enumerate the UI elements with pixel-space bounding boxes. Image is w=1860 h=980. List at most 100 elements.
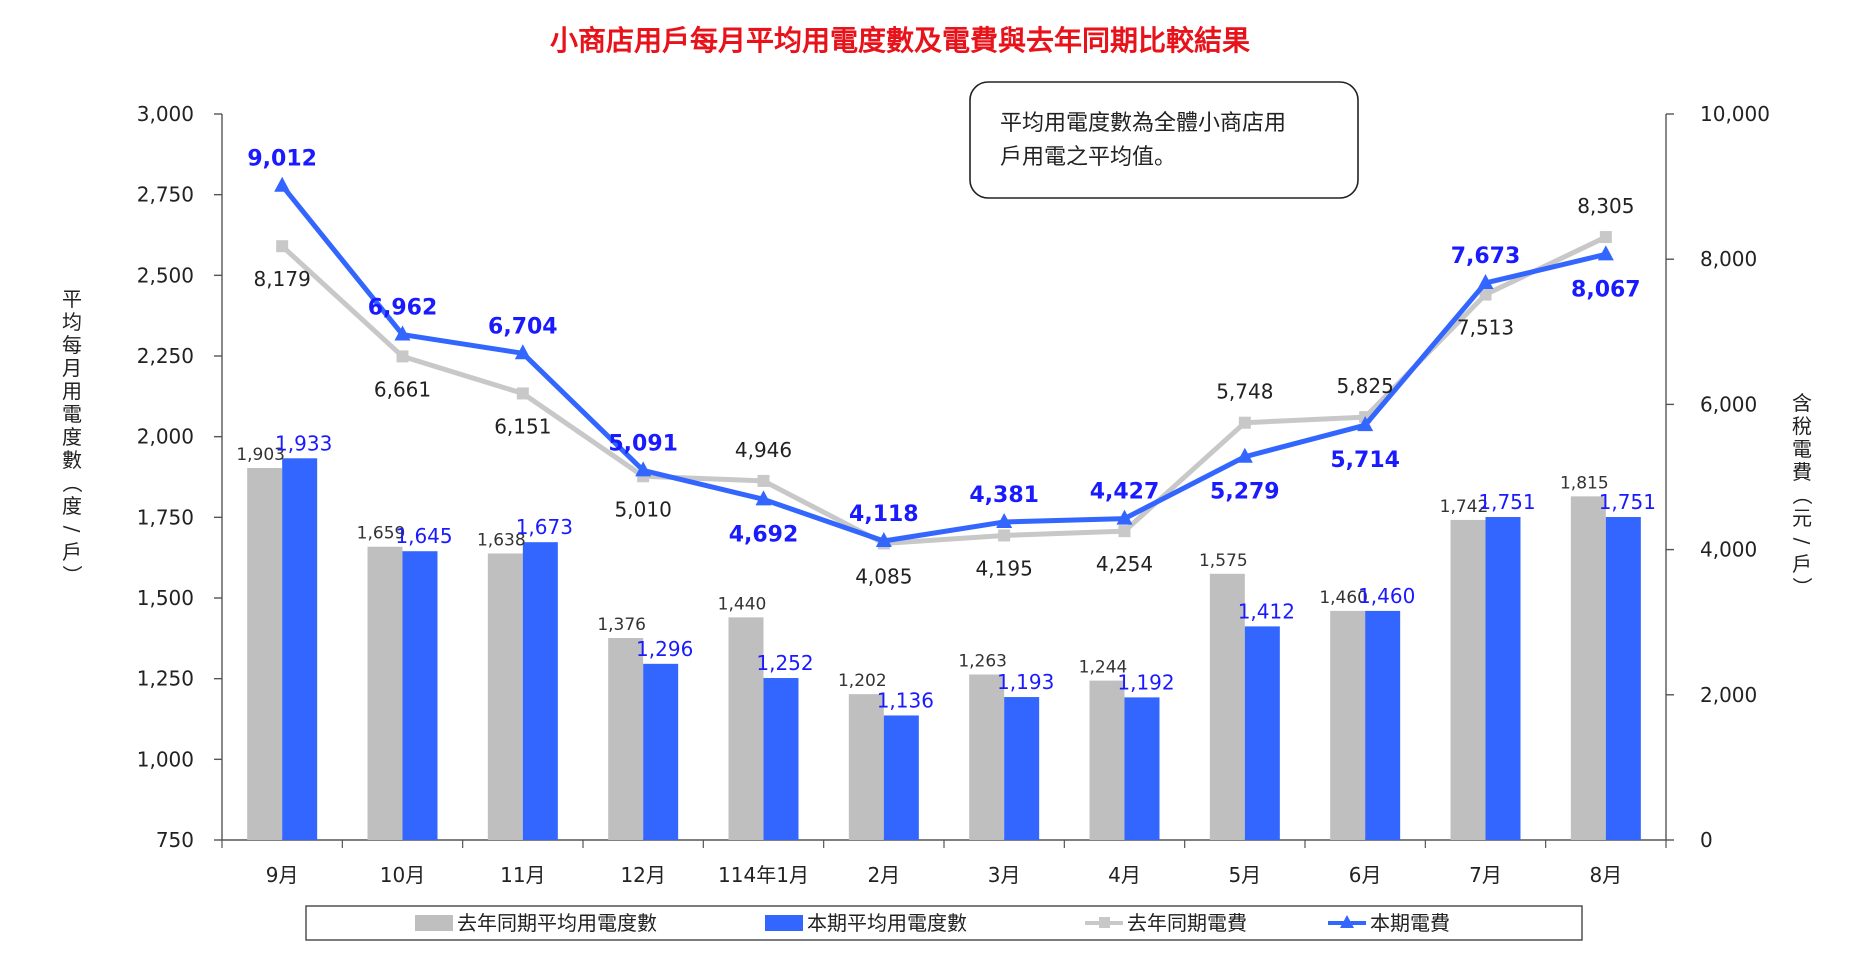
y-left-tick-label: 2,750: [137, 183, 194, 207]
x-tick-label: 12月: [620, 863, 665, 887]
legend-frame: [305, 905, 1583, 941]
bar-label-this-year: 1,673: [516, 515, 573, 539]
marker-last-year-fee: [396, 350, 409, 363]
marker-this-year-fee: [1477, 273, 1494, 289]
bar-last-year-kwh: [848, 694, 884, 840]
bar-label-this-year: 1,933: [275, 431, 332, 455]
bar-label-this-year: 1,192: [1117, 670, 1174, 694]
marker-this-year-fee: [1116, 509, 1133, 525]
bar-last-year-kwh: [367, 546, 403, 840]
x-tick-label: 3月: [988, 863, 1021, 887]
x-tick-label: 6月: [1349, 863, 1382, 887]
line-label-this-year: 4,427: [1090, 480, 1160, 505]
y-right-tick-label: 6,000: [1700, 392, 1757, 416]
marker-last-year-fee: [1599, 231, 1612, 244]
y-right-tick-label: 2,000: [1700, 683, 1757, 707]
axis-title-glyph: 費: [1792, 460, 1812, 484]
line-label-last-year: 5,748: [1216, 380, 1273, 404]
y-left-tick-label: 1,000: [137, 747, 194, 771]
legend-label: 本期電費: [1370, 911, 1450, 935]
line-last-year-fee: [280, 234, 1607, 546]
bar-label-last-year: 1,659: [357, 524, 406, 544]
legend-marker: [1099, 917, 1110, 928]
axis-title-glyph: /: [1790, 538, 1814, 545]
marker-this-year-fee: [755, 490, 772, 506]
note-line-2: 戶用電之平均值。: [1000, 145, 1176, 170]
axis-title-glyph: 戶: [62, 540, 82, 564]
bar-label-this-year: 1,412: [1238, 599, 1295, 623]
y-right-tick-label: 0: [1700, 828, 1713, 852]
line-label-last-year: 4,195: [976, 556, 1033, 580]
x-tick-label: 4月: [1108, 863, 1141, 887]
bar-label-last-year: 1,815: [1560, 473, 1609, 493]
x-tick-label: 8月: [1589, 863, 1622, 887]
axis-title-glyph: 戶: [1792, 552, 1812, 576]
y-right-tick-label: 10,000: [1700, 102, 1770, 126]
bar-last-year-kwh: [1570, 496, 1606, 840]
line-label-this-year: 4,118: [849, 502, 919, 527]
marker-this-year-fee: [1236, 447, 1253, 463]
bar-label-last-year: 1,202: [838, 671, 887, 691]
axis-title-glyph: 用: [62, 379, 82, 403]
legend-marker: [1340, 915, 1354, 928]
axis-title-glyph: 電: [62, 402, 82, 426]
line-label-last-year: 4,254: [1096, 552, 1153, 576]
line-label-this-year: 9,012: [247, 147, 317, 172]
bars: [247, 458, 1641, 840]
bar-label-this-year: 1,296: [636, 637, 693, 661]
bar-label-last-year: 1,460: [1319, 588, 1368, 608]
axis-title-glyph: 含: [1792, 391, 1812, 415]
line-label-this-year: 5,279: [1210, 480, 1280, 505]
axis-title-glyph: 元: [1792, 506, 1812, 530]
axis-title-glyph: ）: [1790, 577, 1814, 597]
bar-this-year-kwh: [1605, 517, 1641, 840]
bar-last-year-kwh: [969, 674, 1005, 840]
marker-this-year-fee: [996, 512, 1013, 528]
bar-this-year-kwh: [1365, 610, 1401, 840]
axis-title-glyph: 稅: [1792, 414, 1812, 438]
bar-label-last-year: 1,638: [477, 530, 526, 550]
legend-label: 去年同期電費: [1127, 911, 1247, 935]
bar-this-year-kwh: [402, 551, 438, 840]
line-this-year-fee: [280, 184, 1607, 544]
marker-last-year-fee: [276, 240, 289, 253]
marker-last-year-fee: [1479, 288, 1492, 301]
line-label-this-year: 6,704: [488, 314, 558, 339]
note-box: [969, 81, 1359, 199]
y-left-tick-label: 2,500: [137, 263, 194, 287]
bar-label-last-year: 1,742: [1440, 497, 1489, 517]
bar-last-year-kwh: [1450, 519, 1486, 840]
line-label-this-year: 4,692: [729, 522, 799, 547]
marker-this-year-fee: [274, 176, 291, 192]
marker-last-year-fee: [998, 529, 1011, 542]
legend-label: 本期平均用電度數: [807, 911, 967, 935]
axis-title-glyph: 電: [1792, 437, 1812, 461]
axis-title-glyph: 均: [62, 310, 82, 334]
axis-title-glyph: （: [1790, 485, 1814, 505]
bar-last-year-kwh: [247, 467, 283, 840]
axis-title-glyph: 度: [62, 494, 82, 518]
y-left-tick-label: 2,250: [137, 344, 194, 368]
x-tick-label: 10月: [380, 863, 425, 887]
x-tick-label: 9月: [266, 863, 299, 887]
y-left-tick-label: 1,250: [137, 667, 194, 691]
marker-this-year-fee: [635, 461, 652, 477]
x-tick-label: 2月: [867, 863, 900, 887]
axis-title-glyph: 平: [62, 287, 82, 311]
marker-this-year-fee: [1597, 245, 1614, 261]
bar-label-last-year: 1,440: [718, 594, 767, 614]
legend: 去年同期平均用電度數 本期平均用電度數 去年同期電費 本期電費: [305, 905, 1583, 941]
marker-this-year-fee: [514, 344, 531, 360]
line-label-this-year: 8,067: [1571, 277, 1641, 302]
bar-label-last-year: 1,903: [236, 445, 285, 465]
axis-title-glyph: 度: [62, 425, 82, 449]
bar-this-year-kwh: [643, 663, 679, 840]
bar-last-year-kwh: [1209, 573, 1245, 840]
line-label-last-year: 4,946: [735, 438, 792, 462]
bar-this-year-kwh: [1485, 517, 1521, 840]
bar-this-year-kwh: [282, 458, 318, 840]
bar-label-last-year: 1,575: [1199, 551, 1248, 571]
bar-label-this-year: 1,193: [997, 670, 1054, 694]
